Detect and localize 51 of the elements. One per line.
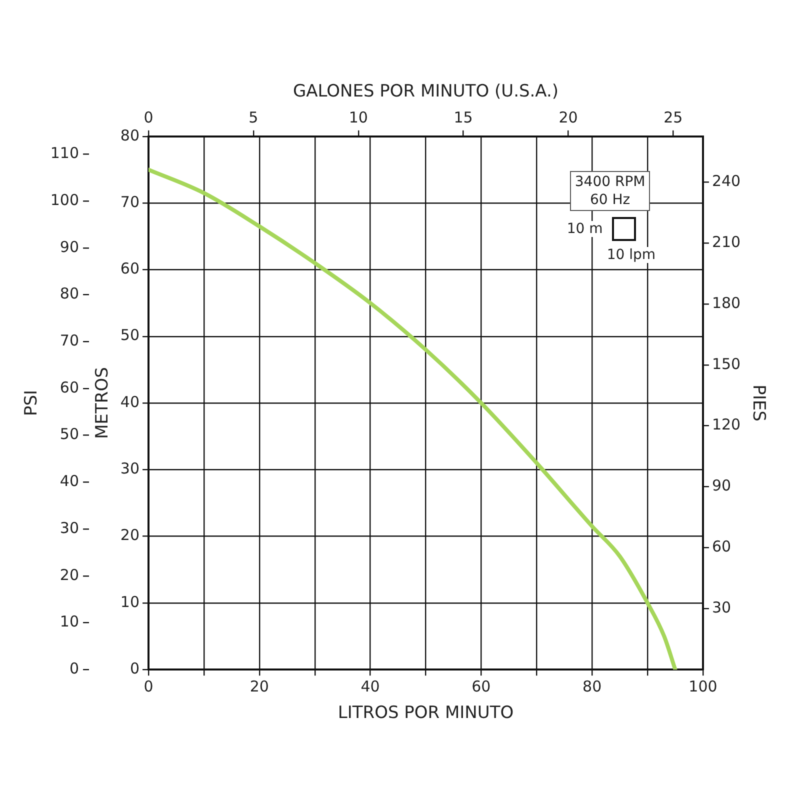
annotation: 60 Hz — [588, 191, 632, 210]
y3-tick-label: 70 — [60, 332, 80, 350]
y3-tick-label: 0 — [69, 659, 80, 678]
y2-axis-title: PIES — [748, 384, 768, 422]
x-tick-label: 20 — [250, 677, 269, 696]
x-tick-label: 100 — [688, 677, 718, 696]
y3-tick-label: 50 — [60, 425, 80, 444]
x-tick-label: 40 — [360, 677, 380, 696]
y2-tick-label: 180 — [712, 294, 741, 312]
y2-tick-label: 240 — [712, 172, 741, 190]
y2-tick-label: 210 — [712, 232, 741, 251]
y-tick-label: 10 — [120, 592, 140, 611]
x2-axis-title: GALONES POR MINUTO (U.S.A.) — [292, 82, 559, 102]
y-tick-label: 70 — [120, 192, 140, 211]
x-axis-title: LITROS POR MINUTO — [338, 703, 514, 724]
annotation: 10 m — [564, 221, 606, 238]
x-tick-label: 60 — [472, 677, 491, 696]
y-tick-label: 30 — [120, 460, 140, 478]
annotation: 3400 RPM — [574, 173, 646, 192]
y-tick-label: 20 — [120, 526, 140, 544]
x2-tick-label: 0 — [144, 108, 154, 126]
y3-tick-label: 20 — [60, 566, 80, 584]
y-tick-label: 0 — [130, 659, 140, 678]
y-tick-label: 60 — [120, 260, 140, 278]
y2-tick-label: 120 — [712, 416, 741, 434]
x-tick-label: 80 — [582, 677, 602, 696]
y2-tick-label: 150 — [712, 354, 741, 373]
x-tick-label: 0 — [144, 677, 154, 696]
y-axis-title: METROS — [92, 367, 113, 439]
y3-tick-label: 30 — [60, 518, 80, 537]
y2-tick-label: 30 — [712, 598, 732, 617]
y-tick-label: 40 — [120, 392, 140, 411]
y3-tick-label: 90 — [60, 238, 80, 256]
y3-tick-label: 40 — [60, 472, 80, 490]
y-tick-label: 80 — [120, 126, 140, 144]
y-tick-label: 50 — [120, 326, 140, 344]
y3-tick-label: 110 — [50, 144, 80, 162]
x2-tick-label: 20 — [558, 108, 578, 126]
annotation: 10 lpm — [604, 247, 659, 264]
y2-tick-label: 60 — [712, 538, 732, 556]
line-series — [148, 168, 678, 670]
y3-axis-title: PSI — [22, 390, 42, 416]
x2-tick-label: 25 — [664, 108, 683, 126]
x2-tick-label: 5 — [248, 108, 258, 126]
y3-tick-label: 80 — [60, 284, 80, 303]
y2-tick-label: 90 — [712, 476, 732, 495]
y3-tick-label: 60 — [60, 378, 80, 396]
y3-tick-label: 100 — [50, 190, 80, 209]
x2-tick-label: 15 — [454, 108, 473, 126]
y3-tick-label: 10 — [60, 612, 80, 631]
x2-tick-label: 10 — [348, 108, 368, 126]
